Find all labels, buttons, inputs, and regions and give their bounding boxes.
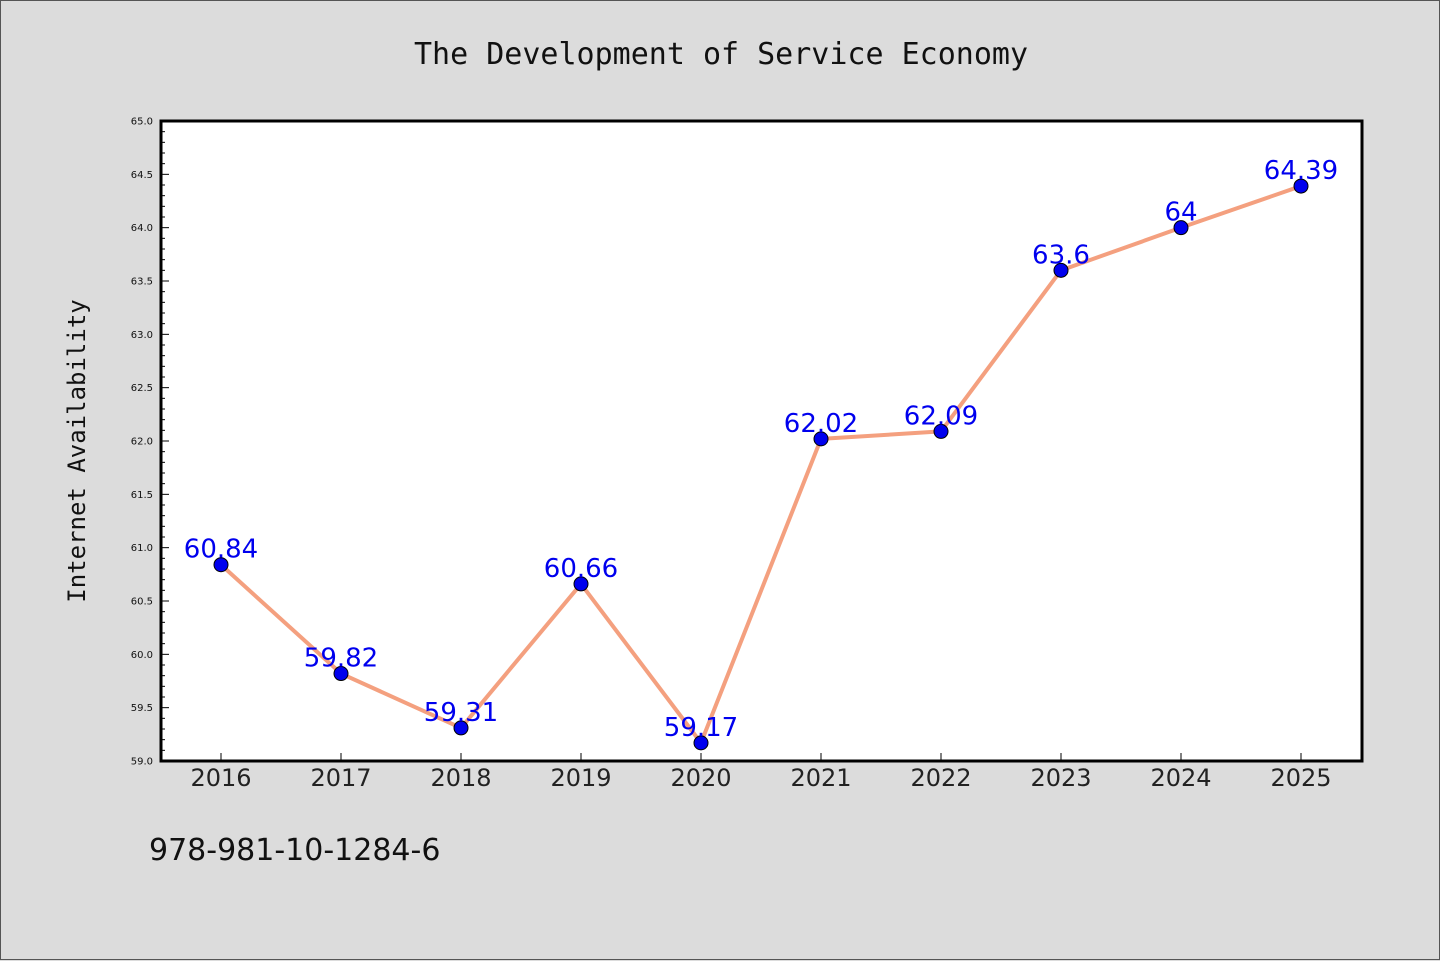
- y-tick-label: 62.0: [131, 437, 153, 448]
- data-value-label: 63.6: [1032, 240, 1090, 270]
- x-tick-label: 2020: [670, 764, 731, 792]
- plot-area: [159, 119, 1364, 763]
- y-tick-label: 64.5: [131, 170, 153, 181]
- y-tick-label: 60.5: [131, 597, 153, 608]
- y-axis-label: Internet Availability: [63, 299, 91, 602]
- data-point-marker: [933, 423, 949, 439]
- x-tick-label: 2023: [1030, 764, 1091, 792]
- x-tick-label: 2022: [910, 764, 971, 792]
- data-value-label: 64: [1164, 198, 1197, 228]
- y-tick-label: 62.5: [131, 383, 153, 394]
- y-tick-label: 59.5: [131, 703, 153, 714]
- series-markers: [213, 178, 1309, 751]
- data-point-marker: [693, 735, 709, 751]
- series-polyline: [219, 184, 1303, 745]
- y-tick-label: 63.5: [131, 277, 153, 288]
- data-value-label: 59.17: [664, 713, 738, 743]
- x-tick-label: 2018: [430, 764, 491, 792]
- data-value-label: 64.39: [1264, 156, 1338, 186]
- y-tick-label: 64.0: [131, 223, 153, 234]
- y-tick-label: 61.0: [131, 543, 153, 554]
- data-point-marker: [573, 576, 589, 592]
- data-value-label: 60.84: [184, 535, 258, 565]
- x-tick-label: 2021: [790, 764, 851, 792]
- data-point-marker: [1293, 178, 1309, 194]
- footnote-isbn: 978-981-10-1284-6: [149, 833, 441, 868]
- chart-title: The Development of Service Economy: [414, 37, 1028, 72]
- data-point-marker: [813, 431, 829, 447]
- y-tick-label: 65.0: [131, 117, 153, 128]
- x-tick-label: 2025: [1270, 764, 1331, 792]
- data-point-marker: [453, 720, 469, 736]
- y-axis-ticks: 59.0 59.5 60.0 60.5 61.0 61.5 62.0 62.5 63.0 63.5…: [131, 117, 169, 768]
- x-axis-ticks: 2016 2017 2018 2019 2020 2021 2022 2023 2024 2025: [190, 753, 1332, 792]
- data-labels: 60.84 59.82 59.31 60.66 59.17 62.02 62.09 63.6 6…: [184, 156, 1338, 743]
- series-line: [219, 184, 1303, 745]
- data-value-label: 62.02: [784, 409, 858, 439]
- data-point-marker: [213, 557, 229, 573]
- data-point-marker: [1053, 262, 1069, 278]
- y-tick-label: 61.5: [131, 490, 153, 501]
- data-value-label: 60.66: [544, 554, 618, 584]
- data-point-marker: [1173, 220, 1189, 236]
- y-tick-label: 60.0: [131, 650, 153, 661]
- data-point-marker: [333, 666, 349, 682]
- data-value-label: 59.31: [424, 698, 498, 728]
- x-tick-label: 2024: [1150, 764, 1211, 792]
- x-tick-label: 2016: [190, 764, 251, 792]
- data-value-label: 62.09: [904, 401, 978, 431]
- x-tick-label: 2019: [550, 764, 611, 792]
- y-tick-label: 59.0: [131, 757, 153, 768]
- y-tick-label: 63.0: [131, 330, 153, 341]
- data-value-label: 59.82: [304, 644, 378, 674]
- x-tick-label: 2017: [310, 764, 371, 792]
